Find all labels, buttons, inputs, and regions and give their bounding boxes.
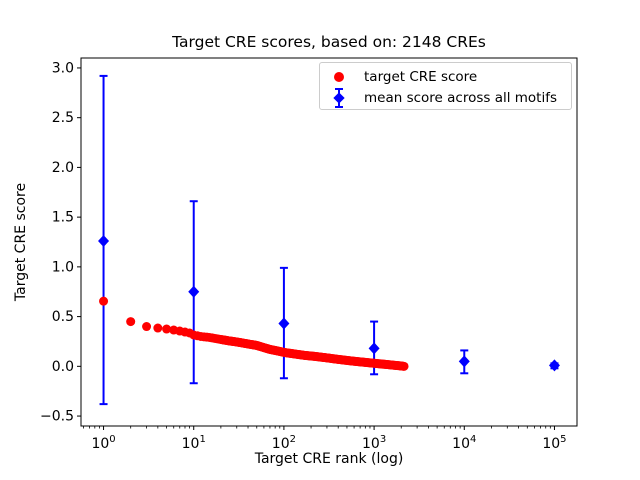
y-tick-label: −0.5 xyxy=(40,409,74,425)
target-score-point xyxy=(126,317,136,327)
target-score-point xyxy=(99,296,109,306)
plot-border xyxy=(80,57,578,427)
mean-diamond-point xyxy=(368,342,380,355)
x-tick-label: 100 xyxy=(91,434,115,452)
blue-diamond-errorbar-icon xyxy=(329,87,349,108)
legend-item: target CRE score xyxy=(320,66,571,87)
y-tick-label: 3.0 xyxy=(52,60,74,76)
y-tick-label: 0.0 xyxy=(52,359,74,375)
legend-item: mean score across all motifs xyxy=(320,87,571,108)
x-tick-label: 101 xyxy=(182,434,206,452)
chart-title: Target CRE scores, based on: 2148 CREs xyxy=(172,33,486,51)
mean-diamond-point xyxy=(548,359,560,372)
x-tick-label: 105 xyxy=(542,434,566,452)
mean-diamond-point xyxy=(278,317,290,330)
x-tick-label: 102 xyxy=(272,434,296,452)
target-score-point xyxy=(399,361,409,371)
x-axis-label: Target CRE rank (log) xyxy=(254,451,404,467)
target-score-point xyxy=(142,322,152,332)
x-tick-label: 103 xyxy=(362,434,386,452)
legend: target CRE score mean score across all m… xyxy=(319,62,572,110)
x-tick-label: 104 xyxy=(452,434,476,452)
target-score-point xyxy=(153,323,163,333)
y-tick-label: 2.0 xyxy=(52,160,74,176)
legend-item-label: target CRE score xyxy=(364,68,478,85)
y-tick-label: 0.5 xyxy=(52,309,74,325)
mean-diamond-point xyxy=(98,235,110,248)
y-tick-label: 2.5 xyxy=(52,110,74,126)
legend-item-label: mean score across all motifs xyxy=(364,89,558,106)
mean-diamond-point xyxy=(458,355,470,368)
mean-diamond-point xyxy=(188,285,200,298)
target-score-point xyxy=(162,324,172,334)
red-circle-icon xyxy=(329,67,349,87)
y-tick-label: 1.0 xyxy=(52,259,74,275)
y-tick-label: 1.5 xyxy=(52,210,74,226)
